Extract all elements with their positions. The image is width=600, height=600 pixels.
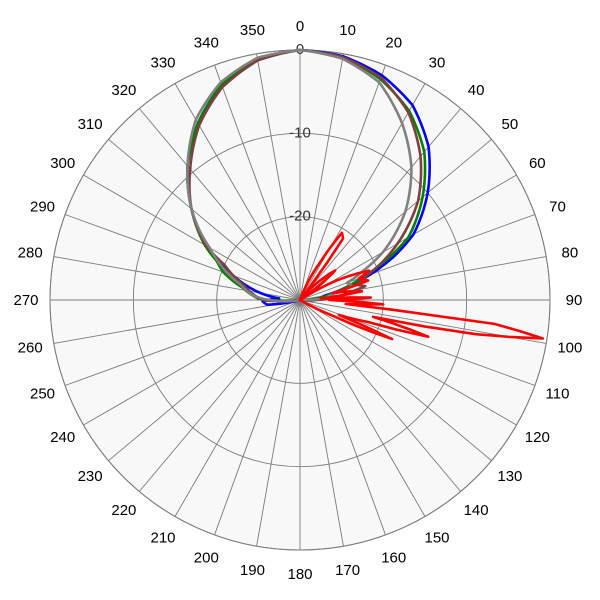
angle-label: 10	[339, 22, 356, 39]
angle-label: 280	[18, 244, 43, 261]
spoke-130	[299, 299, 492, 462]
angle-label: 240	[50, 429, 75, 446]
series-traces	[186, 48, 545, 341]
spoke-290	[64, 214, 301, 301]
spoke-150	[299, 299, 426, 517]
angle-label: 20	[385, 35, 402, 52]
spoke-340	[214, 64, 301, 301]
angle-label: 100	[557, 340, 582, 357]
ring--20	[216, 216, 384, 384]
angle-label: 70	[549, 198, 566, 215]
series-trace-3	[186, 48, 413, 303]
spoke-10	[299, 53, 344, 301]
spoke-210	[174, 299, 301, 517]
angle-label: 260	[18, 340, 43, 357]
series-trace-4	[298, 231, 545, 341]
angle-label: 290	[30, 198, 55, 215]
angle-label: 80	[561, 244, 578, 261]
spoke-70	[299, 214, 536, 301]
angle-label: 330	[150, 55, 175, 72]
angle-label: 170	[335, 562, 360, 579]
angle-label: 220	[111, 502, 136, 519]
ring-label: -10	[289, 124, 311, 141]
spoke-120	[299, 299, 517, 426]
spoke-350	[256, 53, 301, 301]
angle-label: 140	[464, 502, 489, 519]
ring-gridlines	[49, 49, 551, 551]
angle-label: 120	[525, 429, 550, 446]
spoke-300	[83, 174, 301, 301]
angle-label: 110	[546, 386, 570, 403]
angle-label: 30	[429, 55, 446, 72]
angle-label: 200	[194, 549, 219, 566]
angle-labels: 0 10 20 30 40 50 60 70 80 90 100 110 120 130 140 150 160…	[13, 18, 582, 583]
spoke-190	[256, 299, 301, 547]
angle-label: 300	[50, 155, 75, 172]
angle-label: 180	[287, 566, 312, 583]
spoke-30	[299, 83, 426, 301]
angle-label: 340	[194, 35, 219, 52]
angle-label: 210	[150, 529, 175, 546]
angle-label: 160	[381, 549, 406, 566]
angle-label: 150	[424, 529, 449, 546]
spoke-160	[299, 299, 386, 536]
angle-label: 190	[240, 562, 265, 579]
spoke-310	[108, 138, 301, 301]
angle-label: 270	[13, 292, 38, 309]
spoke-230	[108, 299, 301, 462]
spoke-170	[299, 299, 344, 547]
spoke-40	[299, 108, 462, 301]
angle-label: 320	[111, 82, 136, 99]
angle-label: 310	[78, 116, 103, 133]
ring--10	[132, 132, 468, 468]
spoke-250	[64, 299, 301, 386]
angle-label: 130	[497, 468, 522, 485]
spoke-140	[299, 299, 462, 492]
angle-label: 50	[502, 116, 519, 133]
spoke-320	[138, 108, 301, 301]
angle-label: 90	[566, 292, 583, 309]
angle-label: 230	[78, 468, 103, 485]
angle-label: 350	[240, 22, 265, 39]
spoke-20	[299, 64, 386, 301]
ring-label: -20	[289, 208, 311, 225]
angle-label: 40	[468, 82, 485, 99]
angle-label: 0	[296, 18, 304, 35]
spoke-220	[138, 299, 301, 492]
spoke-240	[83, 299, 301, 426]
angle-label: 60	[529, 155, 546, 172]
spoke-260	[53, 299, 301, 344]
angle-label: 250	[30, 386, 55, 403]
spoke-200	[214, 299, 301, 536]
